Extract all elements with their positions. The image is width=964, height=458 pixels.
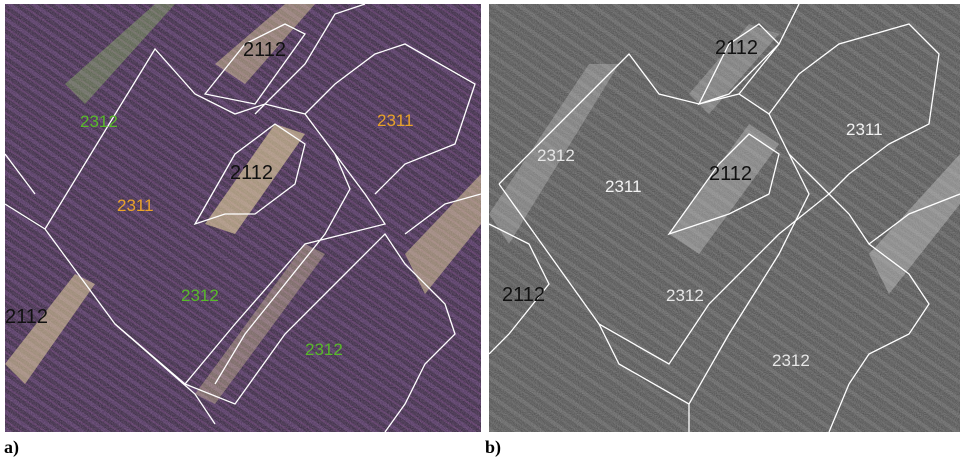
field-label: 2312 [181,286,219,305]
field-label: 2312 [305,340,343,359]
panel-b-canvas: 2112 2312 2311 2112 2311 2112 2312 2312 [489,4,960,432]
field-label: 2112 [709,163,752,185]
panel-b-field-labels: 2112 2312 2311 2112 2311 2112 2312 2312 [502,37,883,370]
panel-b-grayscale-image: 2112 2312 2311 2112 2311 2112 2312 2312 [489,4,960,432]
field-label: 2112 [230,162,273,184]
field-label: 2311 [377,111,414,130]
panel-b-caption: b) [485,437,502,457]
field-label: 2312 [80,112,118,131]
panel-a-canvas: 2112 2312 2311 2112 2311 2112 2312 2312 [5,4,481,432]
field-label: 2311 [846,120,883,139]
field-label: 2112 [502,284,545,306]
field-label: 2312 [772,351,810,370]
field-label: 2112 [243,39,286,61]
field-label: 2312 [537,146,575,165]
field-label: 2312 [666,286,704,305]
panel-a-color-image: 2112 2312 2311 2112 2311 2112 2312 2312 [5,4,481,432]
panel-a-field-labels: 2112 2312 2311 2112 2311 2112 2312 2312 [5,39,414,359]
field-label: 2112 [715,37,758,59]
field-label: 2311 [117,196,154,215]
field-label: 2112 [5,306,48,328]
panel-a-caption: a) [4,437,19,457]
field-label: 2311 [605,177,642,196]
